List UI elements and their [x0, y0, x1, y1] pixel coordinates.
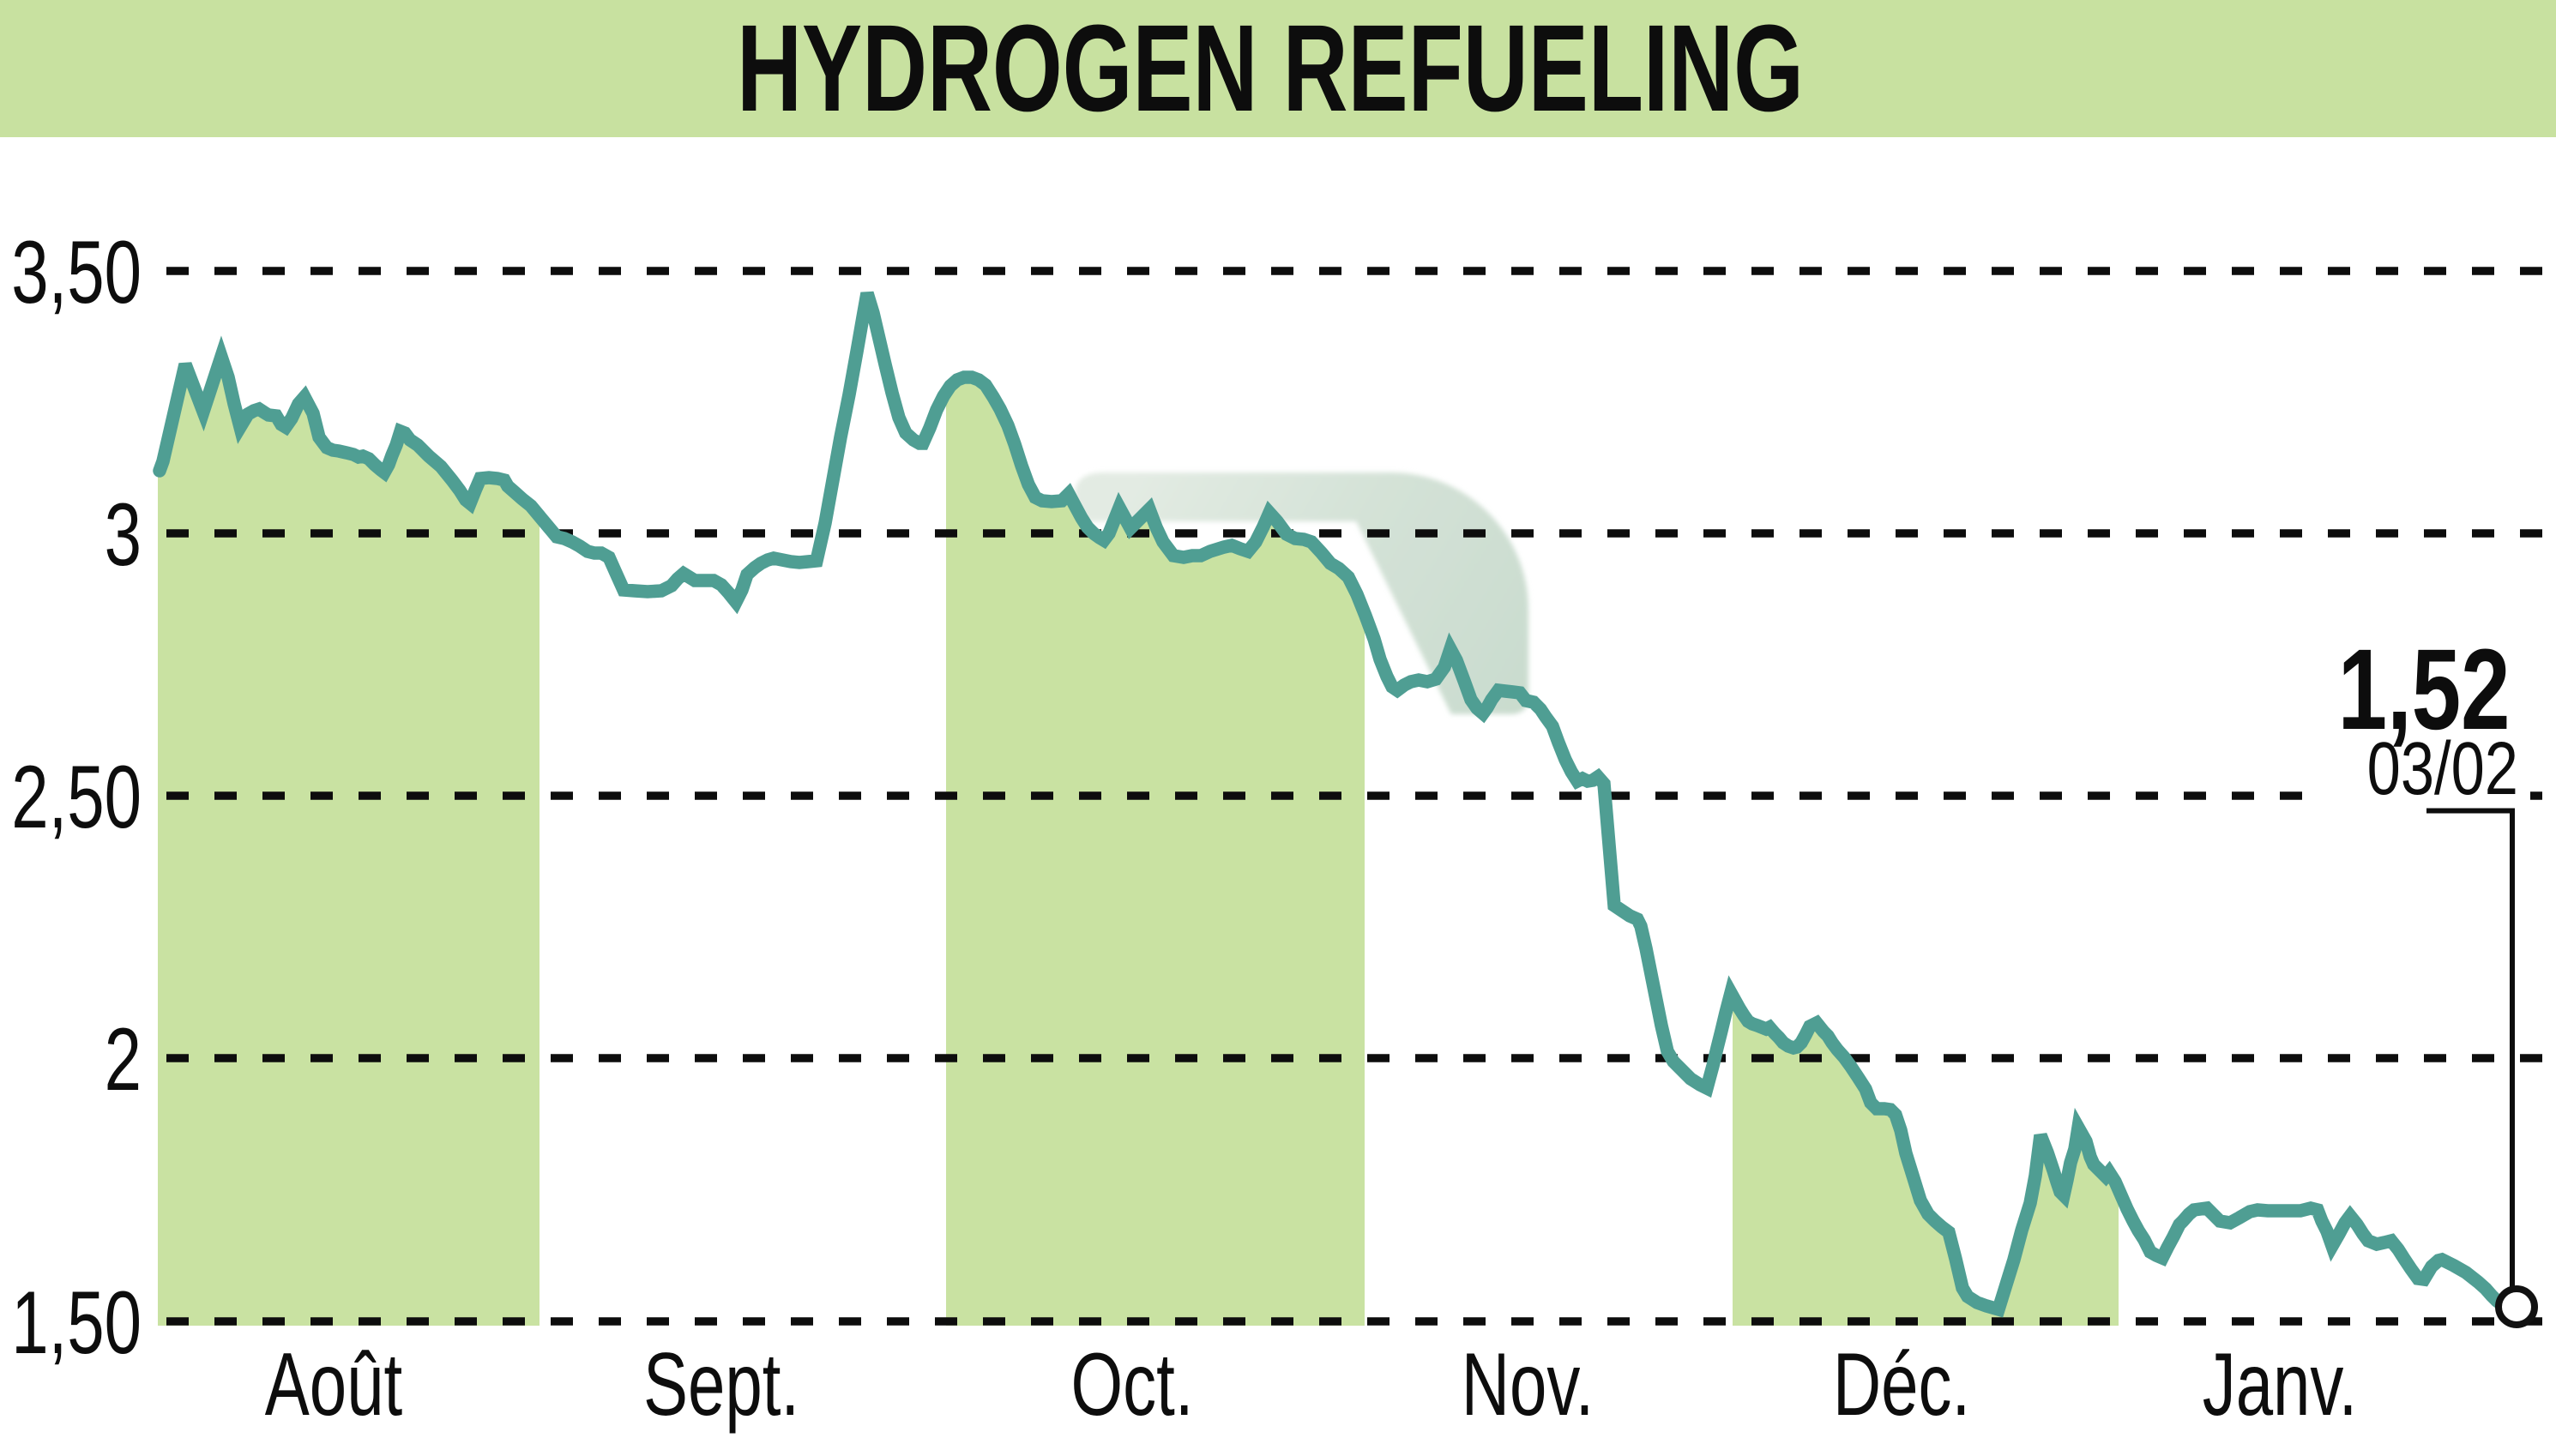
svg-text:03/02: 03/02	[2367, 726, 2518, 810]
svg-text:HYDROGEN REFUELING: HYDROGEN REFUELING	[737, 0, 1804, 137]
svg-text:2: 2	[105, 1010, 142, 1109]
svg-text:3,50: 3,50	[11, 223, 142, 322]
svg-text:Août: Août	[265, 1335, 402, 1434]
svg-text:Janv.: Janv.	[2203, 1335, 2358, 1434]
svg-text:3: 3	[105, 485, 142, 584]
svg-text:1,50: 1,50	[11, 1273, 142, 1372]
svg-text:Sept.: Sept.	[643, 1335, 799, 1434]
svg-text:2,50: 2,50	[11, 748, 142, 846]
svg-text:Déc.: Déc.	[1833, 1335, 1970, 1434]
svg-text:Oct.: Oct.	[1071, 1335, 1194, 1434]
svg-text:1,52: 1,52	[2338, 626, 2511, 754]
svg-text:Nov.: Nov.	[1462, 1335, 1594, 1434]
